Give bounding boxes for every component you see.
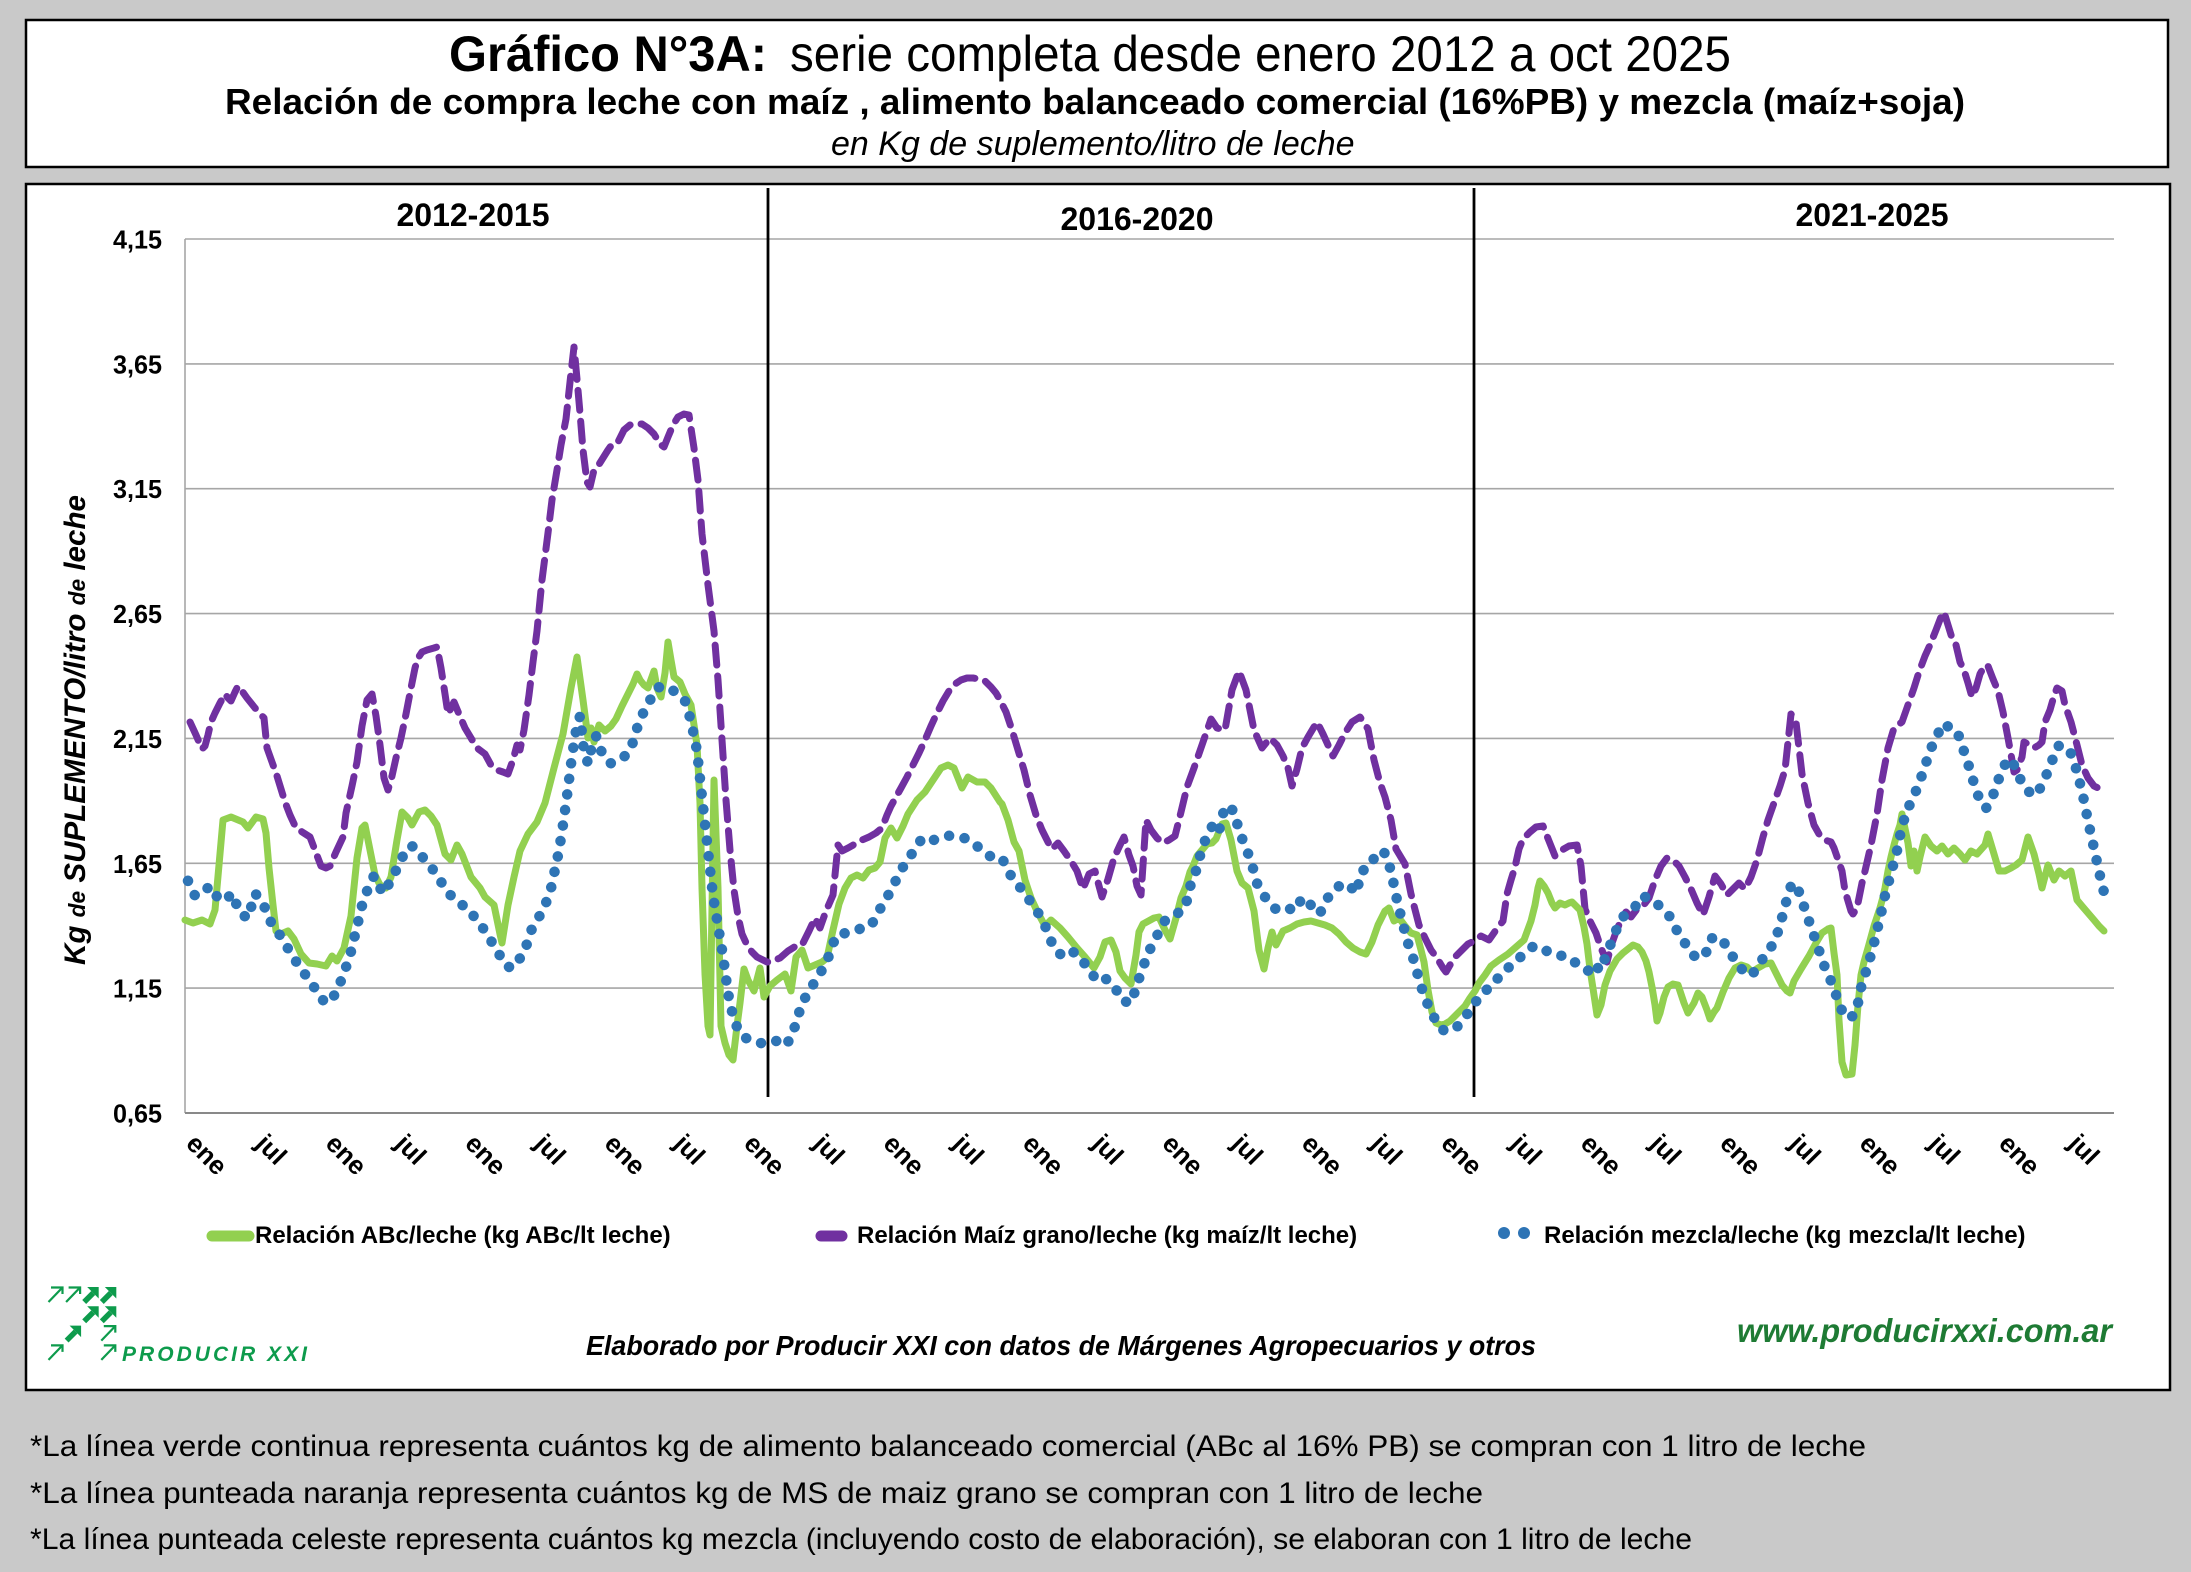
svg-text:Relación Maíz grano/leche (kg: Relación Maíz grano/leche (kg maíz/lt le… — [857, 1222, 1357, 1249]
svg-text:2021-2025: 2021-2025 — [1795, 197, 1948, 233]
svg-text:en Kg de suplemento/litro de l: en Kg de suplemento/litro de leche — [831, 125, 1355, 163]
svg-text:Kg de SUPLEMENTO/litro de lech: Kg de SUPLEMENTO/litro de leche — [59, 495, 92, 965]
svg-text:0,65: 0,65 — [113, 1099, 162, 1129]
svg-text:3,15: 3,15 — [113, 474, 162, 504]
svg-text:2,65: 2,65 — [113, 599, 162, 629]
svg-text:3,65: 3,65 — [113, 349, 162, 379]
svg-text:www.producirxxi.com.ar: www.producirxxi.com.ar — [1737, 1312, 2114, 1349]
svg-text:1,65: 1,65 — [113, 849, 162, 879]
svg-text:1,15: 1,15 — [113, 974, 162, 1004]
svg-text:*La línea punteada naranja rep: *La línea punteada naranja representa cu… — [30, 1477, 1483, 1510]
svg-text:*La línea verde continua repre: *La línea verde continua representa cuán… — [30, 1430, 1866, 1463]
svg-text:Relación de compra leche con m: Relación de compra leche con maíz , alim… — [225, 81, 1965, 122]
svg-text:2,15: 2,15 — [113, 724, 162, 754]
svg-text:2012-2015: 2012-2015 — [396, 197, 549, 233]
svg-text:4,15: 4,15 — [113, 225, 162, 255]
svg-text:*La línea punteada celeste rep: *La línea punteada celeste representa cu… — [30, 1523, 1692, 1556]
svg-text:Elaborado por Producir XXI con: Elaborado por Producir XXI con datos de … — [586, 1330, 1536, 1361]
svg-text:PRODUCIR XXI: PRODUCIR XXI — [122, 1343, 308, 1366]
svg-text:2016-2020: 2016-2020 — [1060, 201, 1213, 237]
svg-text:Relación mezcla/leche (kg mezc: Relación mezcla/leche (kg mezcla/lt lech… — [1544, 1222, 2026, 1249]
svg-text:serie completa desde enero 201: serie completa desde enero 2012 a oct 20… — [790, 26, 1731, 82]
svg-text:Gráfico N°3A:: Gráfico N°3A: — [449, 26, 767, 82]
svg-text:Relación ABc/leche (kg ABc/lt: Relación ABc/leche (kg ABc/lt leche) — [255, 1222, 671, 1249]
